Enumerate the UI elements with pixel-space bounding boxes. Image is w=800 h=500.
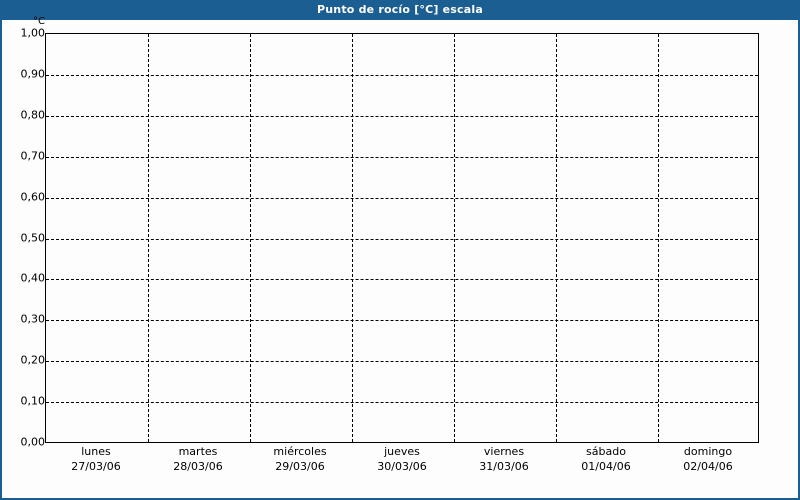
gridline-horizontal [46,74,758,76]
x-axis-tick-label: viernes 31/03/06 [453,444,555,474]
x-axis-day-name: sábado [586,445,626,458]
y-axis-tick-label: 0,70 [20,149,46,163]
x-axis-tick-label: lunes 27/03/06 [45,444,147,474]
plot-area [45,33,759,443]
x-axis: lunes 27/03/06 martes 28/03/06 miércoles 29/0… [45,444,759,494]
x-axis-tick-label: domingo 02/04/06 [657,444,759,474]
x-axis-day-name: viernes [483,445,525,458]
x-axis-day-name: jueves [384,445,420,458]
y-axis-tick-label: 0,60 [20,190,46,204]
window-title-bar: Punto de rocío [°C] escala [2,0,798,20]
y-axis-tick-label: 0,50 [20,231,46,244]
x-axis-tick-label: sábado 01/04/06 [555,444,657,474]
x-axis-date: 31/03/06 [479,460,529,473]
gridline-horizontal [46,156,758,158]
gridline-horizontal [46,197,758,199]
gridline-horizontal [46,361,758,363]
gridline-horizontal [46,115,758,117]
x-axis-date: 27/03/06 [71,460,121,473]
x-axis-date: 30/03/06 [377,460,427,473]
gridline-vertical [352,34,353,442]
x-axis-tick-label: jueves 30/03/06 [351,444,453,474]
gridline-vertical [556,34,557,442]
gridline-vertical [454,34,455,442]
x-axis-date: 02/04/06 [683,460,733,473]
gridline-horizontal [46,238,758,240]
x-axis-day-name: miércoles [273,445,327,458]
y-axis-tick-label: 0,40 [20,271,46,285]
x-axis-date: 01/04/06 [581,460,631,473]
y-axis-tick-label: 0,20 [20,353,46,367]
y-axis-tick-label: 0,00 [20,435,46,449]
y-axis-tick-label: 0,80 [20,108,46,122]
gridline-horizontal [46,279,758,281]
gridline-vertical [658,34,659,442]
x-axis-tick-label: miércoles 29/03/06 [249,444,351,474]
gridline-horizontal [46,402,758,404]
x-axis-date: 28/03/06 [173,460,223,473]
y-axis-tick-label: 0,30 [20,312,46,326]
x-axis-day-name: lunes [81,445,111,458]
x-axis-day-name: martes [178,445,218,458]
x-axis-day-name: domingo [683,445,733,458]
chart-container: °C 1,00 0,90 0,80 0,70 0,60 0,50 0,40 0,30 0,20 0… [2,16,798,498]
x-axis-tick-label: martes 28/03/06 [147,444,249,474]
y-axis-tick-label: 0,90 [20,67,46,81]
gridline-vertical [148,34,149,442]
y-axis-tick-label: 0,10 [20,394,46,408]
page-title: Punto de rocío [°C] escala [317,3,483,16]
y-axis: °C 1,00 0,90 0,80 0,70 0,60 0,50 0,40 0,30 0,20 0… [2,16,46,449]
y-axis-tick-label: 1,00 [20,26,46,40]
y-axis-unit-label: °C [33,16,45,27]
x-axis-date: 29/03/06 [275,460,325,473]
gridline-horizontal [46,320,758,322]
gridline-vertical [250,34,251,442]
